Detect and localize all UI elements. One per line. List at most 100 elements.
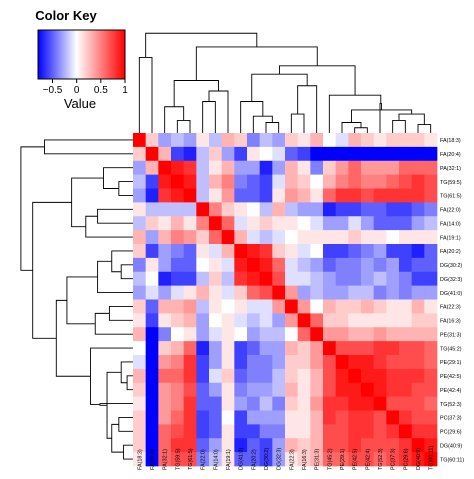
row-label: PE(42:5)	[440, 374, 461, 380]
heatmap-cell	[221, 271, 235, 286]
row-label: DG(41:0)	[440, 291, 462, 297]
heatmap-cell	[310, 327, 324, 342]
heatmap-cell	[259, 230, 273, 245]
heatmap-cell	[158, 285, 172, 300]
heatmap-cell	[323, 355, 337, 370]
dendrogram-branch	[111, 250, 133, 273]
heatmap-cell	[386, 299, 400, 314]
heatmap-cell	[183, 160, 197, 175]
heatmap-cell	[145, 133, 159, 148]
heatmap-cell	[348, 355, 362, 370]
heatmap-cell	[196, 160, 210, 175]
row-label: FA(22:3)	[440, 305, 461, 311]
heatmap-cell	[348, 341, 362, 356]
heatmap-cell	[183, 299, 197, 314]
heatmap-cell	[411, 160, 425, 175]
heatmap-cell	[183, 438, 197, 453]
heatmap-cell	[348, 327, 362, 342]
heatmap-cell	[259, 285, 273, 300]
heatmap-cell	[196, 424, 210, 439]
heatmap-cell	[373, 382, 387, 397]
heatmap-cell	[285, 160, 299, 175]
heatmap-cell	[196, 271, 210, 286]
heatmap-cell	[335, 271, 349, 286]
heatmap-cell	[272, 174, 286, 189]
heatmap-cell	[310, 341, 324, 356]
heatmap-cell	[133, 368, 147, 384]
heatmap-cell	[297, 396, 311, 411]
dendrogram-branch	[297, 85, 318, 133]
column-label: TG(52:3)	[378, 448, 384, 470]
heatmap-cell	[411, 257, 425, 273]
heatmap-cell	[145, 257, 159, 273]
heatmap-cell	[348, 188, 362, 203]
heatmap-cell	[411, 188, 425, 203]
heatmap-cell	[158, 410, 172, 425]
heatmap-cell	[386, 285, 400, 300]
heatmap-cell	[386, 216, 400, 231]
heatmap-cell	[158, 396, 172, 411]
heatmap-cell	[310, 313, 324, 328]
heatmap-cell	[272, 410, 286, 425]
heatmap-cell	[399, 146, 413, 162]
heatmap-cell	[158, 452, 172, 467]
heatmap-cell	[335, 452, 349, 467]
heatmap-cell	[221, 188, 235, 203]
heatmap-cell	[424, 146, 438, 162]
heatmap-cell	[133, 146, 147, 162]
heatmap-cell	[145, 438, 159, 453]
heatmap-cell	[386, 438, 400, 453]
heatmap-cell	[285, 174, 299, 189]
heatmap-cell	[145, 299, 159, 314]
heatmap-cell	[323, 271, 337, 286]
heatmap-cell	[399, 410, 413, 425]
heatmap-cell	[386, 424, 400, 439]
heatmap-cell	[196, 285, 210, 300]
heatmap-cell	[399, 327, 413, 342]
heatmap-cell	[335, 133, 349, 148]
heatmap-cell	[323, 244, 337, 259]
heatmap-cell	[196, 382, 210, 397]
heatmap-cell	[247, 257, 261, 273]
heatmap-cell	[221, 452, 235, 467]
heatmap-cell	[310, 382, 324, 397]
heatmap-cell	[411, 146, 425, 162]
heatmap-cell	[373, 188, 387, 203]
heatmap-cell	[411, 174, 425, 189]
heatmap-cell	[310, 368, 324, 384]
row-label: FA(20:2)	[440, 249, 461, 255]
heatmap-cell	[145, 244, 159, 259]
heatmap-cell	[145, 188, 159, 203]
heatmap-cell	[209, 257, 223, 273]
heatmap-cell	[234, 230, 248, 245]
heatmap-cell	[310, 216, 324, 231]
heatmap-cell	[373, 313, 387, 328]
row-label: TG(45:2)	[440, 346, 462, 352]
heatmap-cell	[424, 160, 438, 175]
heatmap-cell	[259, 410, 273, 425]
heatmap-cell	[234, 299, 248, 314]
heatmap-cell	[209, 368, 223, 384]
heatmap-cell	[272, 188, 286, 203]
heatmap-cell	[323, 410, 337, 425]
row-label: PC(29:6)	[440, 430, 462, 436]
heatmap-cell	[209, 188, 223, 203]
heatmap-cell	[348, 313, 362, 328]
heatmap-cell	[297, 160, 311, 175]
heatmap-cell	[399, 133, 413, 148]
heatmap-cell	[323, 313, 337, 328]
dendrogram-branch	[164, 106, 185, 133]
heatmap-cell	[373, 396, 387, 411]
heatmap-cell	[310, 396, 324, 411]
heatmap-cell	[183, 216, 197, 231]
heatmap-cell	[361, 355, 375, 370]
heatmap-cell	[285, 257, 299, 273]
heatmap-cell	[196, 174, 210, 189]
heatmap-cell	[221, 341, 235, 356]
heatmap-cell	[310, 188, 324, 203]
heatmap-cell	[272, 146, 286, 162]
heatmap-cell	[348, 438, 362, 453]
heatmap-cell	[171, 313, 185, 328]
heatmap-cell	[247, 341, 261, 356]
heatmap-cell	[399, 382, 413, 397]
